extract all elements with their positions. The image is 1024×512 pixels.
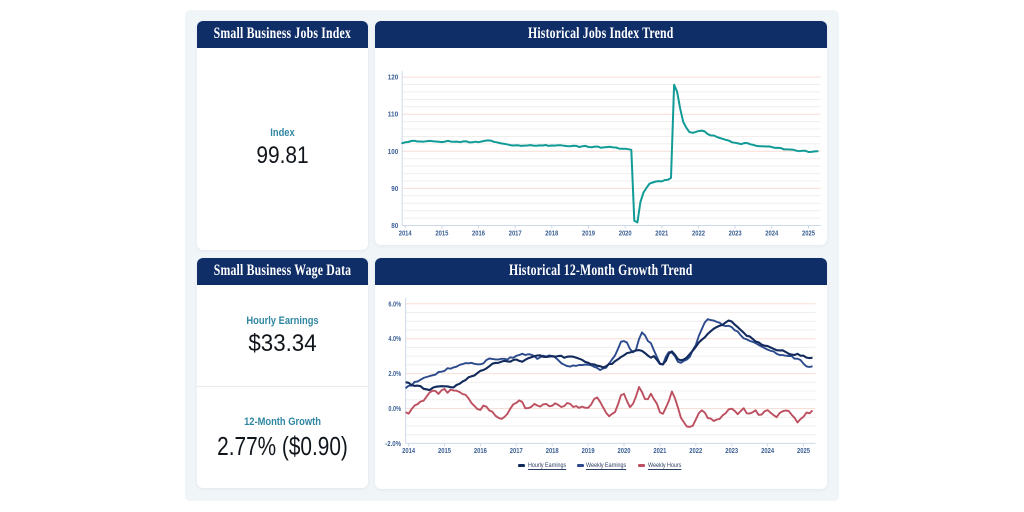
svg-text:2023: 2023 <box>729 230 742 237</box>
svg-text:2014: 2014 <box>399 230 412 237</box>
svg-text:6.0%: 6.0% <box>388 301 401 308</box>
svg-text:2024: 2024 <box>765 230 778 237</box>
svg-text:2025: 2025 <box>797 448 810 455</box>
svg-text:2024: 2024 <box>761 448 774 455</box>
svg-text:2018: 2018 <box>546 448 559 455</box>
svg-text:2025: 2025 <box>802 230 815 237</box>
svg-text:2015: 2015 <box>435 230 448 237</box>
svg-text:2021: 2021 <box>653 448 666 455</box>
svg-text:90: 90 <box>391 185 398 192</box>
svg-text:2018: 2018 <box>545 230 558 237</box>
svg-text:4.0%: 4.0% <box>388 336 401 343</box>
svg-text:-2.0%: -2.0% <box>385 440 401 447</box>
svg-text:2014: 2014 <box>402 448 415 455</box>
svg-text:2020: 2020 <box>619 230 632 237</box>
svg-text:2020: 2020 <box>618 448 631 455</box>
svg-text:2021: 2021 <box>655 230 668 237</box>
svg-text:2017: 2017 <box>509 230 522 237</box>
svg-text:2017: 2017 <box>510 448 523 455</box>
svg-text:2016: 2016 <box>472 230 485 237</box>
svg-text:80: 80 <box>391 223 398 230</box>
svg-text:2022: 2022 <box>689 448 702 455</box>
svg-text:0.0%: 0.0% <box>388 406 401 413</box>
svg-text:2.0%: 2.0% <box>388 371 401 378</box>
svg-text:110: 110 <box>388 111 399 118</box>
svg-text:100: 100 <box>388 148 399 155</box>
svg-text:2023: 2023 <box>725 448 738 455</box>
svg-text:2019: 2019 <box>582 448 595 455</box>
svg-text:2015: 2015 <box>438 448 451 455</box>
svg-text:2022: 2022 <box>692 230 705 237</box>
svg-text:2016: 2016 <box>474 448 487 455</box>
svg-text:2019: 2019 <box>582 230 595 237</box>
svg-text:120: 120 <box>388 74 399 81</box>
